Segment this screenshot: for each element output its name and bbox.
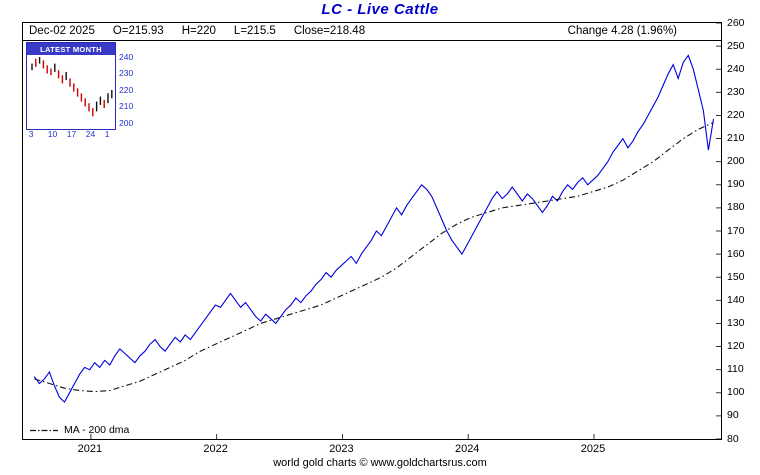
quote-date: Dec-02 2025 <box>29 25 95 37</box>
y-axis-label: 120 <box>727 340 745 353</box>
ma-line <box>34 121 714 393</box>
y-axis-label: 220 <box>727 108 745 121</box>
plot-area: Dec-02 2025 O=215.93 H=220 L=215.5 Close… <box>22 22 722 440</box>
y-axis-label: 250 <box>727 39 745 52</box>
y-axis-label: 230 <box>727 85 745 98</box>
ma-line-sample-icon <box>30 429 58 431</box>
credit-line: world gold charts © www.goldchartsrus.co… <box>273 457 487 469</box>
y-axis-label: 90 <box>727 409 739 422</box>
inset-y-label: 240 <box>119 51 134 62</box>
ma-legend-label: MA - 200 dma <box>64 424 130 436</box>
inset-y-label: 200 <box>119 117 134 128</box>
inset-y-label: 210 <box>119 101 134 111</box>
inset-title: LATEST MONTH <box>27 43 115 55</box>
y-axis-label: 190 <box>727 178 745 191</box>
inset-x-label: 24 <box>85 129 96 139</box>
x-axis-label: 2024 <box>454 443 480 455</box>
quote-open: O=215.93 <box>112 25 164 37</box>
quote-close: Close=218.48 <box>293 25 366 37</box>
inset-y-label: 230 <box>119 68 134 78</box>
inset-x-label: 17 <box>66 129 77 139</box>
quote-change: Change 4.28 (1.96%) <box>567 25 677 37</box>
inset-y-label: 220 <box>119 84 134 95</box>
x-axis-label: 2025 <box>580 443 606 455</box>
x-axis-label: 2023 <box>329 443 354 455</box>
x-axis-label: 2022 <box>203 443 228 455</box>
inset-x-label: 3 <box>28 129 34 139</box>
y-axis-label: 110 <box>727 363 744 376</box>
y-axis-label: 160 <box>727 247 745 260</box>
y-axis-label: 100 <box>727 386 745 399</box>
y-axis-label: 150 <box>727 270 745 283</box>
y-axis-label: 140 <box>727 293 745 306</box>
main-chart-svg <box>33 23 721 439</box>
y-axis-label: 170 <box>727 224 745 237</box>
y-axis-label: 210 <box>727 132 745 145</box>
y-axis-label: 240 <box>727 62 745 75</box>
inset-chart-svg <box>31 57 113 117</box>
y-axis-label: 260 <box>727 16 745 29</box>
inset-x-label: 10 <box>47 129 58 139</box>
y-axis-label: 200 <box>727 155 745 168</box>
inset-x-label: 1 <box>104 129 110 139</box>
y-axis-label: 80 <box>727 432 739 445</box>
quote-low: L=215.5 <box>233 25 276 37</box>
x-axis-label: 2021 <box>77 443 103 455</box>
latest-month-inset: LATEST MONTH <box>26 42 116 130</box>
x-axis: 2021 2022 2023 2024 2025 <box>22 443 722 456</box>
chart-title: LC - Live Cattle <box>321 1 439 18</box>
price-line <box>33 54 715 403</box>
ma-legend: MA - 200 dma <box>29 424 129 436</box>
y-axis-label: 130 <box>727 316 745 329</box>
y-axis-label: 180 <box>727 201 745 214</box>
quote-high: H=220 <box>181 25 216 37</box>
y-axis: 260 250 240 230 220 210 200 190 180 170 160 150 140 1… <box>727 17 755 445</box>
quote-info-bar: Dec-02 2025 O=215.93 H=220 L=215.5 Close… <box>23 23 721 41</box>
